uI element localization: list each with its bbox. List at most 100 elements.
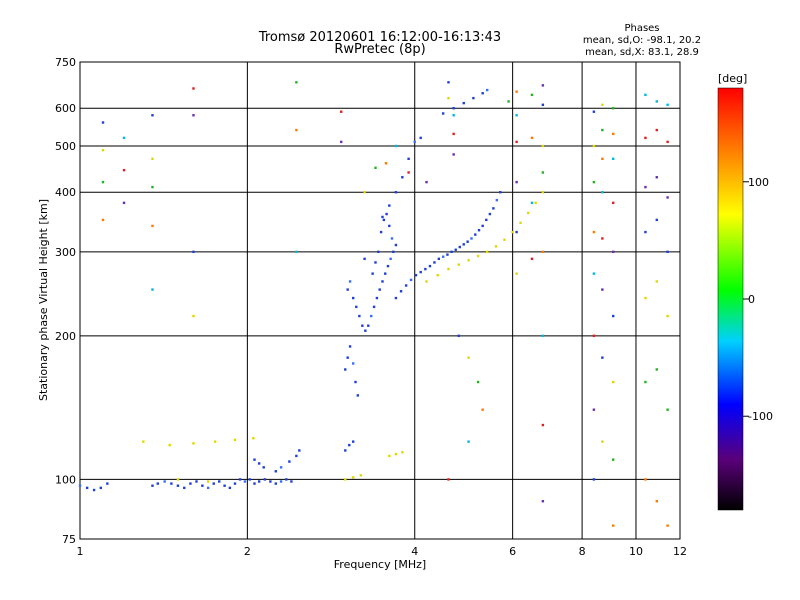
data-point [348,345,352,348]
data-point [213,440,217,443]
data-point [446,253,449,256]
data-point [243,480,247,483]
data-point [101,218,105,222]
data-point [394,452,398,456]
data-point [409,278,413,282]
data-point [356,394,360,397]
data-point [274,482,278,485]
data-point [218,480,221,483]
data-point [279,480,283,483]
data-point [666,408,669,411]
data-point [351,362,355,365]
data-point [298,449,301,452]
data-point [644,185,647,189]
data-point [348,280,352,283]
data-point [384,162,388,165]
data-point [666,196,669,199]
data-point [388,224,391,228]
data-point [541,423,545,427]
data-point [452,107,455,110]
data-point [515,230,518,234]
data-point [101,121,105,124]
data-point [419,136,422,140]
data-point [201,484,204,487]
data-point [374,261,377,264]
data-point [488,212,492,216]
data-point [666,140,669,144]
data-point [530,257,534,261]
data-point [274,470,278,473]
data-point [369,314,373,318]
data-point [295,454,298,458]
data-point [655,368,658,371]
data-point [414,273,418,277]
data-point [151,224,154,228]
data-point [192,114,195,117]
data-point [192,442,195,445]
data-point [238,478,242,481]
data-point [404,284,408,287]
data-point [363,191,366,194]
y-tick-label: 750 [55,56,76,69]
x-tick-label: 10 [629,545,643,558]
data-point [151,288,154,291]
data-point [351,296,355,300]
data-point [452,114,455,117]
data-point [592,180,596,184]
data-point [206,486,210,490]
data-point [407,171,410,174]
data-point [346,356,349,359]
data-point [212,482,215,485]
colorbar [717,87,744,511]
data-point [472,96,475,100]
data-point [433,261,436,264]
data-point [601,288,604,291]
data-point [592,408,596,411]
data-point [92,488,96,492]
data-point [361,324,364,327]
data-point [425,180,428,184]
data-points-layer [78,81,669,527]
data-point [515,114,518,117]
data-point [527,211,530,215]
data-point [499,191,502,194]
data-point [269,480,272,483]
phases-line1: mean, sd,O: -98.1, 20.2 [583,35,701,46]
data-point [452,153,455,156]
data-point [374,166,377,170]
data-point [151,157,154,161]
y-axis-label: Stationary phase Virtual Height [km] [37,199,50,401]
data-point [447,478,450,481]
data-point [437,257,441,261]
data-point [495,198,499,202]
data-point [101,180,105,184]
data-point [601,237,604,240]
data-point [401,176,404,179]
data-point [192,87,195,90]
data-point [351,440,355,443]
data-point [530,93,534,97]
y-tick-label: 600 [55,102,76,115]
data-point [228,486,232,490]
data-point [612,314,615,318]
data-point [379,230,383,234]
data-point [419,270,422,274]
chart-title-line1: Tromsø 20120601 16:12:00-16:13:43 [258,30,501,45]
data-point [519,221,522,225]
data-point [666,524,669,527]
data-point [457,334,460,338]
data-point [252,437,255,440]
data-point [612,157,615,161]
data-point [515,180,518,184]
data-point [151,484,154,487]
data-point [407,157,410,161]
data-point [394,243,398,247]
x-tick-label: 8 [579,545,586,558]
data-point [340,110,343,113]
data-point [612,201,615,205]
data-point [223,484,226,487]
data-point [168,443,171,447]
data-point [534,201,537,205]
data-point [666,314,669,318]
data-point [541,171,545,174]
